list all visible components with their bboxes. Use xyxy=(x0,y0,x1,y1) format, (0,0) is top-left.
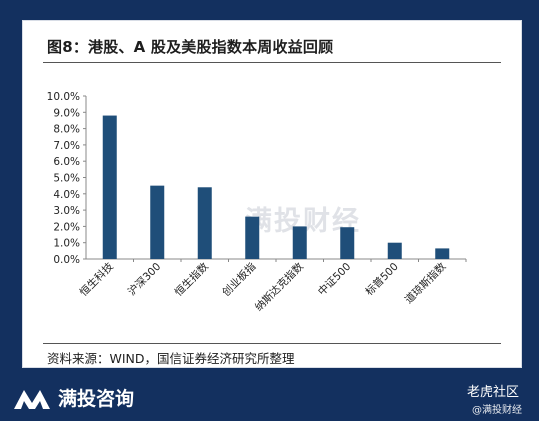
y-tick-label: 10.0% xyxy=(47,91,80,103)
y-tick-label: 3.0% xyxy=(53,205,80,217)
bar xyxy=(197,187,212,259)
y-tick-label: 5.0% xyxy=(53,173,80,185)
y-tick-label: 7.0% xyxy=(53,140,80,152)
x-tick-label: 恒生科技 xyxy=(77,260,116,299)
y-tick-label: 0.0% xyxy=(53,254,80,266)
y-tick-label: 1.0% xyxy=(53,238,80,250)
bar xyxy=(150,185,165,259)
x-tick-label: 中证500 xyxy=(315,260,353,298)
x-tick-label: 纳斯达克指数 xyxy=(252,260,306,314)
brand-name: 满投咨询 xyxy=(58,388,135,410)
y-tick-label: 9.0% xyxy=(53,107,80,119)
x-tick-label: 标普500 xyxy=(363,260,401,298)
y-tick-label: 8.0% xyxy=(53,124,80,136)
bar-chart: 0.0% 1.0% 2.0% 3.0% 4.0% 5.0% 6.0% 7.0% 8.0% 9.0%… xyxy=(47,91,467,314)
x-tick-label: 沪深300 xyxy=(125,260,163,298)
bar xyxy=(292,226,307,259)
community-name: 老虎社区 xyxy=(467,385,520,400)
y-tick-label: 6.0% xyxy=(53,156,80,168)
brand-logo-icon xyxy=(14,390,50,409)
author-handle: @满投财经 xyxy=(472,405,522,416)
bar xyxy=(102,115,117,259)
bar xyxy=(245,216,260,259)
x-tick-label: 创业板指 xyxy=(219,260,258,299)
y-tick-label: 4.0% xyxy=(53,189,80,201)
source-note: 资料来源：WIND，国信证券经济研究所整理 xyxy=(47,351,295,366)
source-divider xyxy=(43,343,501,344)
y-tick-label: 2.0% xyxy=(53,221,80,233)
bar xyxy=(387,242,402,259)
bar xyxy=(435,248,450,259)
title-divider xyxy=(43,62,501,63)
x-tick-label: 恒生指数 xyxy=(172,260,211,299)
chart-title: 图8：港股、A 股及美股指数本周收益回顾 xyxy=(47,38,334,56)
bar xyxy=(340,227,355,259)
x-tick-label: 道琼斯指数 xyxy=(402,260,449,307)
chart-card: 图8：港股、A 股及美股指数本周收益回顾 满投财经 0.0% 1.0% 2.0% 3.… xyxy=(22,20,522,368)
